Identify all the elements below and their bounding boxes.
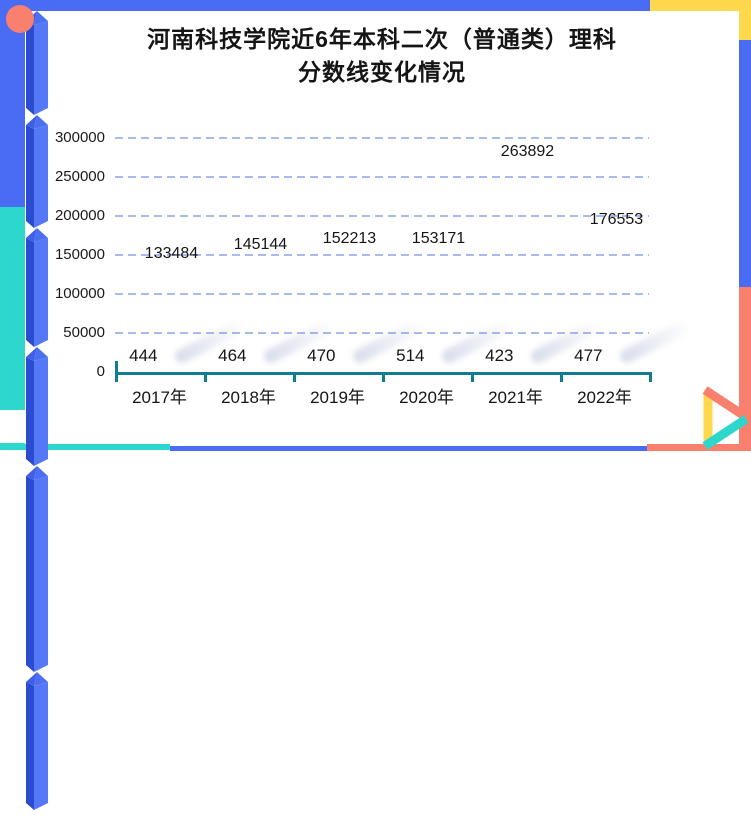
x-axis-tick (293, 372, 296, 382)
y-axis-label: 100000 (54, 285, 105, 302)
page-title: 河南科技学院近6年本科二次（普通类）理科 分数线变化情况 (25, 23, 739, 89)
score-label: 477 (574, 346, 603, 365)
bar-value-label: 176553 (589, 211, 644, 228)
y-axis-label: 150000 (54, 246, 105, 263)
right-border-strip-blue (739, 40, 751, 290)
y-axis-label: 50000 (63, 324, 105, 341)
bar (25, 115, 49, 228)
grid-line (115, 137, 649, 139)
x-axis-label: 2018年 (221, 388, 276, 407)
bar-value-label: 133484 (144, 245, 199, 262)
x-axis-tick (649, 372, 652, 382)
x-axis-tick (204, 372, 207, 382)
bar (25, 672, 49, 810)
grid-line (115, 176, 649, 178)
x-axis-label: 2020年 (399, 388, 454, 407)
x-axis-label: 2019年 (310, 388, 365, 407)
bar-value-label: 153171 (411, 230, 466, 247)
x-axis-tick (560, 372, 563, 382)
page-title-line1: 河南科技学院近6年本科二次（普通类）理科 (147, 26, 617, 52)
y-axis-label: 250000 (54, 168, 105, 185)
bar (25, 347, 49, 466)
y-axis-label: 0 (96, 363, 105, 380)
score-label: 514 (396, 346, 425, 365)
logo-top-bar (702, 386, 749, 421)
page-title-line2: 分数线变化情况 (298, 59, 466, 85)
bottom-border-strip-teal (0, 443, 170, 450)
y-axis-label: 300000 (54, 129, 105, 146)
score-label: 470 (307, 346, 336, 365)
x-axis-tick (115, 372, 118, 382)
y-axis-stub (115, 361, 118, 372)
left-border-strip-teal (0, 207, 25, 410)
grid-line (115, 215, 649, 217)
bar-chart: 0 50000 100000 150000 200000 250000 300000 1334… (25, 11, 739, 810)
score-label: 423 (485, 346, 514, 365)
bottom-border-strip-blue (170, 446, 650, 451)
bar-shadow (617, 317, 694, 366)
logo-bottom-bar (702, 415, 749, 450)
play-triangle-logo-icon (702, 386, 749, 450)
bar-value-label: 263892 (500, 143, 555, 160)
y-axis-label: 200000 (54, 207, 105, 224)
content-card: 河南科技学院近6年本科二次（普通类）理科 分数线变化情况 0 50000 10000… (25, 11, 739, 810)
grid-line (115, 293, 649, 295)
bar-value-label: 152213 (322, 230, 377, 247)
left-border-strip-blue (0, 0, 25, 207)
x-axis-tick (471, 372, 474, 382)
bar-value-label: 145144 (233, 236, 288, 253)
bar (25, 11, 49, 115)
bar (25, 228, 49, 347)
grid-line (115, 332, 649, 334)
x-axis-label: 2022年 (577, 388, 632, 407)
bottom-right-corner-decoration (647, 444, 751, 451)
top-border-strip (0, 0, 658, 11)
x-axis-label: 2017年 (132, 388, 187, 407)
bar (25, 466, 49, 672)
x-axis-tick (382, 372, 385, 382)
x-axis-label: 2021年 (488, 388, 543, 407)
coral-dot-decoration (6, 5, 34, 33)
score-label: 444 (129, 346, 158, 365)
grid-line (115, 254, 649, 256)
score-label: 464 (218, 346, 247, 365)
